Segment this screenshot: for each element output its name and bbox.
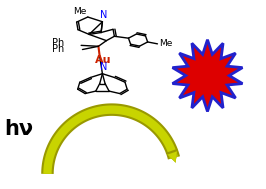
Text: Me: Me	[160, 39, 173, 48]
Text: hν: hν	[4, 119, 33, 139]
Text: Ph: Ph	[52, 44, 64, 54]
Text: N: N	[99, 62, 107, 72]
Text: Au: Au	[95, 55, 112, 64]
Text: Ph: Ph	[52, 39, 64, 48]
Text: N: N	[99, 10, 107, 20]
Text: Me: Me	[73, 7, 86, 16]
Polygon shape	[172, 40, 243, 112]
